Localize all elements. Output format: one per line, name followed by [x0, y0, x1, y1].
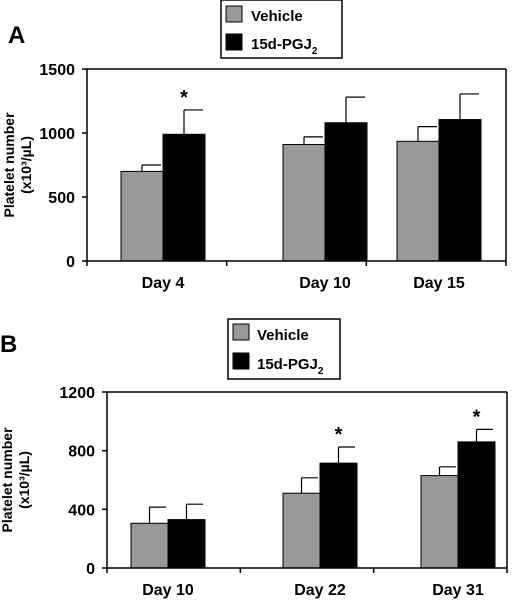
panel-label: A — [8, 22, 25, 49]
x-tick-label: Day 10 — [142, 582, 194, 599]
bar — [282, 492, 321, 569]
legend-label: 15d-PGJ2 — [251, 36, 318, 57]
x-tick-label: Day 4 — [142, 275, 185, 292]
y-tick-label: 0 — [86, 561, 95, 578]
bar — [319, 462, 358, 569]
legend-label: Vehicle — [257, 327, 309, 344]
legend-swatch — [225, 33, 243, 51]
bar — [420, 475, 459, 569]
significance-star: * — [335, 424, 343, 446]
y-tick-label: 1200 — [59, 385, 95, 402]
bar — [438, 119, 482, 262]
x-tick-label: Day 15 — [413, 275, 465, 292]
x-tick-label: Day 22 — [294, 582, 346, 599]
bar — [457, 441, 496, 569]
significance-star: * — [180, 87, 188, 109]
y-tick-label: 1500 — [39, 62, 75, 79]
bar — [120, 170, 164, 262]
bar — [130, 522, 169, 569]
x-tick-label: Day 31 — [432, 582, 484, 599]
chart-panel-a: A Vehicle 15d-PGJ2 Platelet number(x10³/µL)… — [1, 0, 507, 292]
legend-label: Vehicle — [251, 8, 303, 25]
y-tick-label: 1000 — [39, 126, 75, 143]
y-tick-label: 800 — [68, 444, 95, 461]
bar — [324, 122, 368, 262]
y-tick-label: 500 — [48, 190, 75, 207]
bar — [396, 140, 440, 262]
bar — [167, 519, 206, 569]
legend-swatch — [232, 323, 250, 341]
significance-star: * — [473, 406, 481, 428]
bar — [162, 133, 206, 262]
x-tick-label: Day 10 — [299, 275, 351, 292]
legend: Vehicle 15d-PGJ2 — [220, 0, 343, 59]
chart-panel-b: B Vehicle 15d-PGJ2 Platelet number(x10³/µL)… — [0, 318, 508, 599]
y-axis-label: Platelet number(x10³/µL) — [0, 427, 32, 533]
legend-swatch — [232, 352, 250, 370]
y-axis-label: Platelet number(x10³/µL) — [1, 112, 34, 218]
y-tick-label: 0 — [66, 254, 75, 271]
panel-label: B — [0, 331, 17, 358]
y-tick-label: 400 — [68, 502, 95, 519]
legend: Vehicle 15d-PGJ2 — [227, 318, 341, 380]
bar — [282, 144, 326, 262]
legend-swatch — [225, 5, 243, 23]
legend-label: 15d-PGJ2 — [257, 356, 324, 377]
